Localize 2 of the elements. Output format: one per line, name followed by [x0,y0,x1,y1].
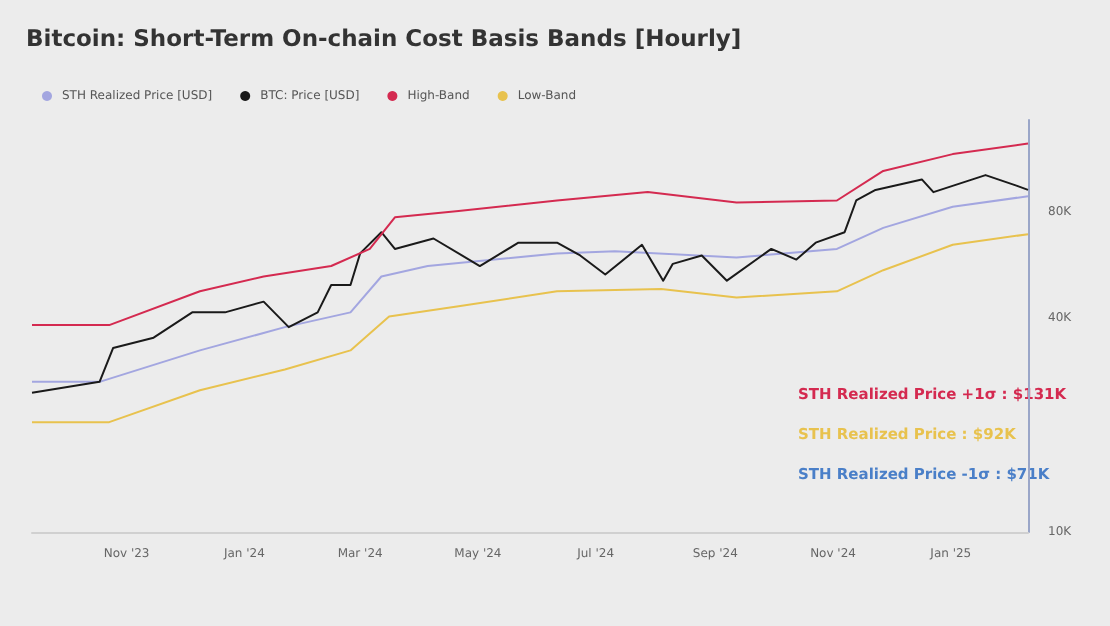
chart-title: Bitcoin: Short-Term On-chain Cost Basis Bands [Hourly] [26,24,742,52]
line-series [31,142,1029,327]
